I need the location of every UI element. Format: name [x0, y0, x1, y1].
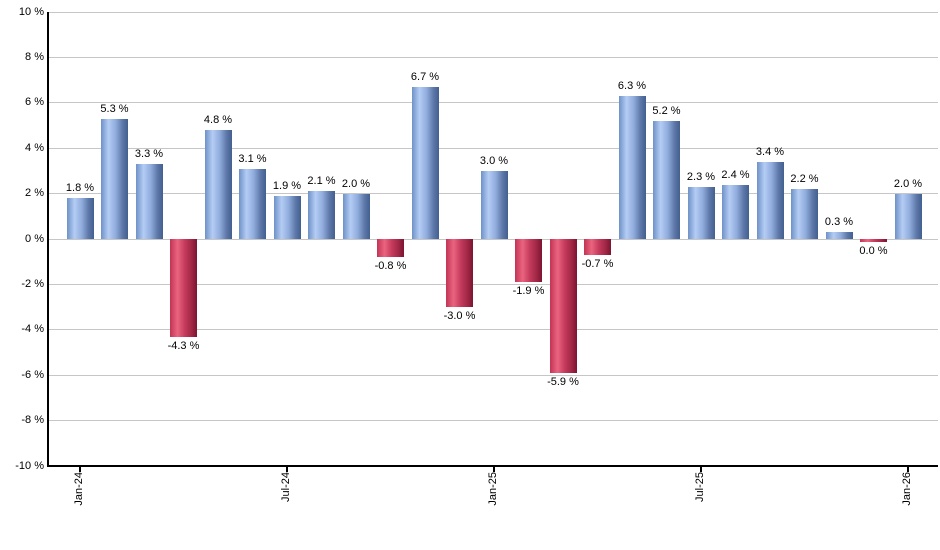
bar-value-label: 6.3 % [617, 79, 647, 92]
y-tick-label: -10 % [15, 459, 44, 472]
x-tick-label: Jul-24 [280, 472, 292, 502]
bar [584, 239, 611, 255]
bar [239, 168, 266, 239]
bar-value-label: 3.1 % [238, 152, 267, 165]
bar-value-label: -4.3 % [167, 339, 200, 352]
gridline [48, 147, 938, 149]
bar [756, 161, 784, 239]
x-tick-label: Jul-25 [694, 472, 706, 502]
bar-value-label: 3.4 % [755, 145, 785, 158]
bar-value-label: 3.3 % [134, 148, 164, 161]
bar-value-label: -3.0 % [443, 310, 476, 323]
x-tick [907, 467, 909, 472]
y-tick-label: -6 % [21, 368, 44, 381]
bar [342, 193, 370, 239]
bar [894, 193, 922, 239]
gridline [48, 329, 938, 331]
y-tick-label: 6 % [25, 96, 44, 109]
bar-value-label: 1.9 % [272, 179, 302, 192]
bar-value-label: 2.1 % [307, 175, 336, 188]
bar [687, 186, 715, 239]
bar [515, 239, 542, 283]
bar-value-label: -1.9 % [512, 285, 545, 298]
bar-value-label: 2.0 % [893, 177, 923, 190]
x-tick [700, 467, 702, 472]
bar [549, 239, 577, 373]
bar [411, 86, 439, 239]
x-tick [286, 467, 288, 472]
gridline [48, 374, 938, 376]
bar [825, 232, 853, 239]
bar-value-label: 2.4 % [721, 168, 750, 181]
bar-value-label: 0.3 % [824, 216, 854, 229]
x-tick-label: Jan-25 [487, 472, 499, 506]
bar-value-label: 0.0 % [859, 244, 888, 257]
y-tick-label: 0 % [25, 232, 44, 245]
bar [446, 239, 473, 308]
bar-value-label: -0.8 % [374, 260, 407, 273]
x-tick [493, 467, 495, 472]
gridline [48, 56, 938, 58]
y-tick-label: -2 % [21, 277, 44, 290]
bar [377, 239, 404, 258]
y-axis [46, 12, 49, 466]
x-tick-label: Jan-24 [73, 472, 85, 506]
bar-value-label: 3.0 % [479, 154, 509, 167]
bar [135, 164, 163, 239]
bar [308, 191, 335, 239]
bar [66, 198, 94, 239]
y-tick-label: 4 % [25, 141, 44, 154]
bar-value-label: 5.2 % [652, 104, 681, 117]
bar-value-label: 4.8 % [203, 114, 233, 127]
bar [860, 239, 887, 242]
gridline [48, 11, 938, 13]
bar-value-label: 5.3 % [100, 102, 129, 115]
bar-value-label: 2.3 % [686, 170, 716, 183]
x-tick-label: Jan-26 [901, 472, 913, 506]
bar [653, 120, 680, 239]
gridline [48, 238, 938, 240]
bar-value-label: -5.9 % [547, 375, 579, 388]
bar-value-label: 6.7 % [410, 70, 440, 83]
gridline [48, 283, 938, 285]
bar-value-label: 1.8 % [65, 182, 95, 195]
x-tick [79, 467, 81, 472]
bar [722, 184, 749, 239]
bar-value-label: -0.7 % [581, 257, 614, 270]
bar [170, 239, 197, 337]
y-tick-label: 8 % [25, 50, 44, 63]
x-axis [46, 465, 938, 467]
y-tick-label: -8 % [21, 414, 44, 427]
y-tick-label: -4 % [21, 323, 44, 336]
bar [101, 118, 128, 239]
bar [204, 130, 232, 239]
bar [480, 170, 508, 239]
y-tick-label: 10 % [18, 5, 44, 18]
gridline [48, 420, 938, 422]
y-tick-label: 2 % [25, 187, 44, 200]
bar [791, 189, 818, 239]
bar [273, 195, 301, 239]
bar [618, 95, 646, 239]
bar-value-label: 2.0 % [341, 177, 371, 190]
gridline [48, 102, 938, 104]
bar-value-label: 2.2 % [790, 173, 819, 186]
